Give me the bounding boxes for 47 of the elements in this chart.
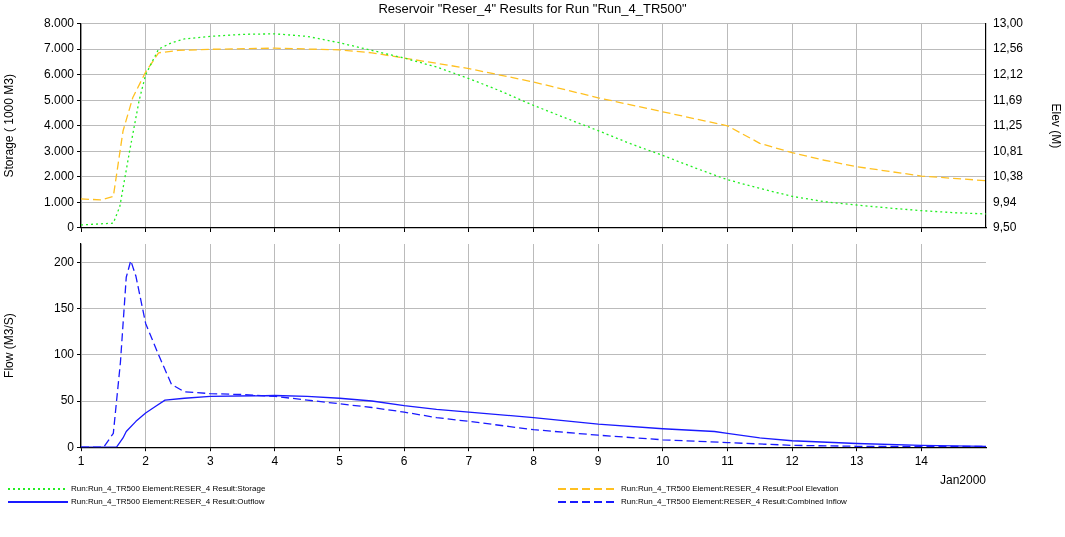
line-series	[81, 47, 986, 201]
x-tick-label: 11	[721, 453, 734, 468]
y-tick-label: 0	[67, 220, 75, 235]
y2-tick-label: 11,69	[993, 92, 1023, 107]
x-tick-label: 9	[594, 453, 602, 468]
y-tick-label: 0	[67, 439, 75, 454]
y-tick-label: 8.000	[43, 15, 75, 30]
y2-axis-title: Elev (M)	[1049, 103, 1064, 149]
y-tick-label: 3.000	[43, 143, 75, 158]
y2-tick-label: 12,12	[993, 67, 1024, 82]
y-axis-title: Flow (M3/S)	[1, 313, 16, 378]
legend-label: Run:Run_4_TR500 Element:RESER_4 Result:Combined Inflow	[621, 497, 848, 507]
legend-label: Run:Run_4_TR500 Element:RESER_4 Result:Pool Elevation	[621, 484, 839, 494]
x-axis-title: Jan2000	[939, 473, 987, 488]
y2-tick-label: 10,81	[993, 143, 1024, 158]
y2-tick-label: 10,38	[993, 169, 1024, 184]
y-tick-label: 6.000	[43, 67, 75, 82]
legend-label: Run:Run_4_TR500 Element:RESER_4 Result:Storage	[71, 484, 266, 494]
y-axis-title: Storage ( 1000 M3)	[1, 74, 16, 178]
x-tick-label: 3	[206, 453, 214, 468]
y2-tick-label: 9,50	[993, 220, 1017, 235]
x-tick-label: 4	[271, 453, 279, 468]
chart-title: Reservoir "Reser_4" Results for Run "Run_4_TR500"	[378, 1, 687, 17]
x-tick-label: 12	[785, 453, 800, 468]
x-tick-label: 14	[914, 453, 929, 468]
y-tick-label: 2.000	[43, 169, 75, 184]
x-tick-label: 5	[336, 453, 344, 468]
y-tick-label: 150	[53, 300, 75, 315]
y-tick-label: 100	[53, 347, 75, 362]
x-tick-label: 7	[465, 453, 473, 468]
y2-tick-label: 12,56	[993, 41, 1024, 56]
y-tick-label: 4.000	[43, 118, 75, 133]
legend-label: Run:Run_4_TR500 Element:RESER_4 Result:Outflow	[71, 497, 265, 507]
y-tick-label: 1.000	[43, 194, 75, 209]
y-tick-label: 50	[60, 393, 75, 408]
x-tick-label: 6	[400, 453, 408, 468]
x-tick-label: 1	[77, 453, 85, 468]
x-tick-label: 2	[142, 453, 150, 468]
y-tick-label: 200	[53, 254, 75, 269]
y-tick-label: 5.000	[43, 92, 75, 107]
y2-tick-label: 9,94	[993, 194, 1017, 209]
x-tick-label: 10	[656, 453, 670, 468]
x-tick-label: 13	[850, 453, 864, 468]
y2-tick-label: 13,00	[993, 15, 1024, 30]
x-tick-label: 8	[530, 453, 538, 468]
y-tick-label: 7.000	[43, 41, 75, 56]
y2-tick-label: 11,25	[993, 118, 1023, 133]
